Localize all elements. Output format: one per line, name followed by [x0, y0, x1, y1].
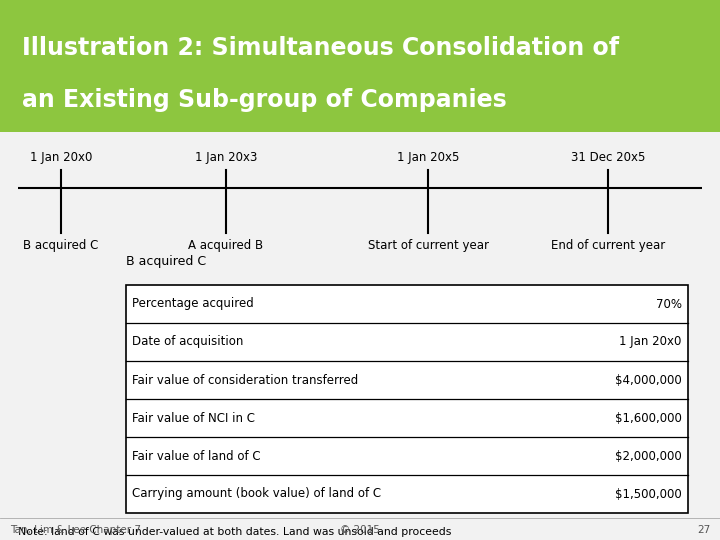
Text: 1 Jan 20x0: 1 Jan 20x0 — [619, 335, 682, 348]
Text: Fair value of land of C: Fair value of land of C — [132, 449, 261, 462]
Text: Illustration 2: Simultaneous Consolidation of: Illustration 2: Simultaneous Consolidati… — [22, 36, 619, 60]
Text: 1 Jan 20x3: 1 Jan 20x3 — [195, 151, 257, 164]
Text: 70%: 70% — [656, 298, 682, 310]
Text: Date of acquisition: Date of acquisition — [132, 335, 243, 348]
Text: End of current year: End of current year — [551, 239, 665, 252]
Text: Fair value of NCI in C: Fair value of NCI in C — [132, 411, 255, 424]
Text: A acquired B: A acquired B — [189, 239, 264, 252]
Text: Fair value of consideration transferred: Fair value of consideration transferred — [132, 374, 359, 387]
Text: Percentage acquired: Percentage acquired — [132, 298, 253, 310]
Text: $4,000,000: $4,000,000 — [615, 374, 682, 387]
Text: Note: land of C was under-valued at both dates. Land was unsold and proceeds
if : Note: land of C was under-valued at both… — [18, 527, 451, 540]
Text: $1,500,000: $1,500,000 — [615, 488, 682, 501]
Text: 27: 27 — [697, 525, 710, 535]
Text: Start of current year: Start of current year — [367, 239, 488, 252]
Text: B acquired C: B acquired C — [126, 255, 206, 268]
Text: an Existing Sub-group of Companies: an Existing Sub-group of Companies — [22, 88, 507, 112]
Text: $1,600,000: $1,600,000 — [615, 411, 682, 424]
Text: Carrying amount (book value) of land of C: Carrying amount (book value) of land of … — [132, 488, 381, 501]
Text: 31 Dec 20x5: 31 Dec 20x5 — [571, 151, 645, 164]
Text: 1 Jan 20x5: 1 Jan 20x5 — [397, 151, 459, 164]
Text: 1 Jan 20x0: 1 Jan 20x0 — [30, 151, 92, 164]
Text: B acquired C: B acquired C — [23, 239, 99, 252]
Text: $2,000,000: $2,000,000 — [615, 449, 682, 462]
Bar — [126, 285, 688, 513]
Text: Tan, Lim & Lee Chapter 7: Tan, Lim & Lee Chapter 7 — [10, 525, 141, 535]
Text: © 2015: © 2015 — [340, 525, 380, 535]
Bar — [0, 0, 720, 132]
